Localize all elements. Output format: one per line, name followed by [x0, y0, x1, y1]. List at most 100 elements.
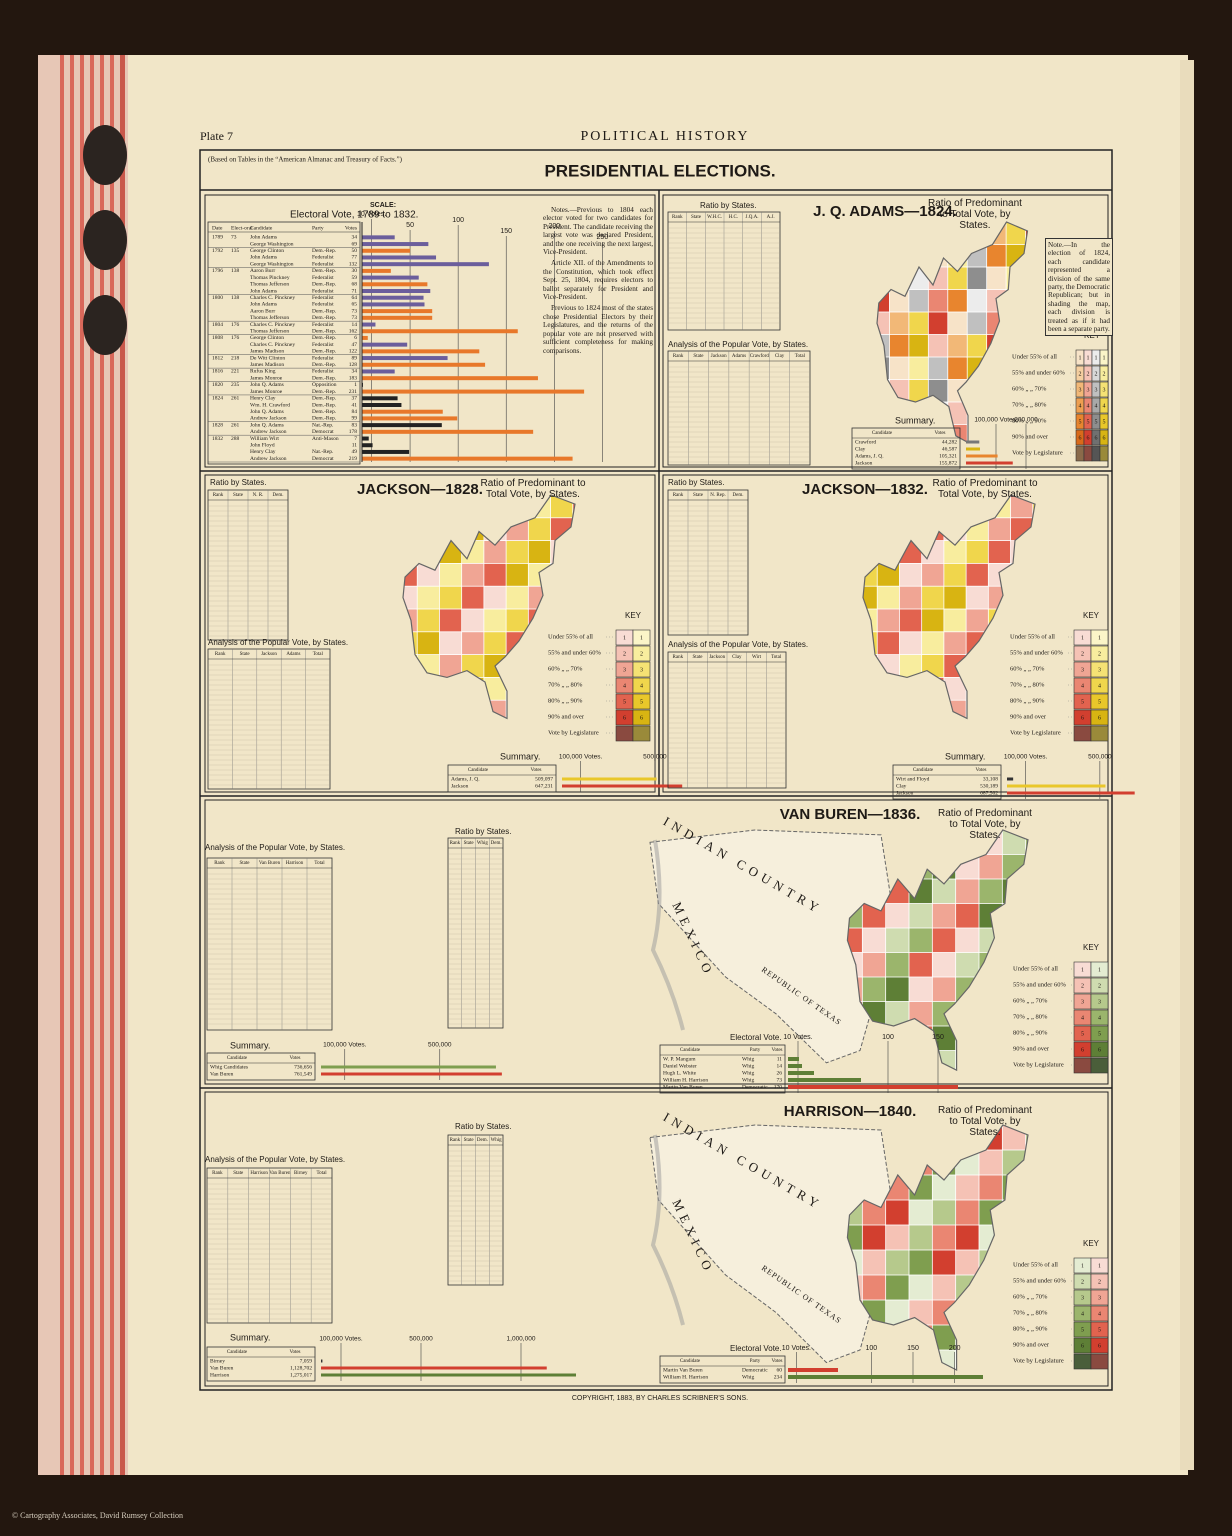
electoral-notes: Notes.—Previous to 1804 each elector vot… [543, 206, 653, 358]
state-region [1025, 1125, 1028, 1151]
state-region [908, 1224, 934, 1251]
key-number: 6 [1081, 715, 1084, 721]
column-header: State [240, 861, 251, 866]
vote-count: 6 [354, 335, 357, 341]
key-swatch [1090, 1321, 1109, 1338]
candidate-name: James Madison [250, 349, 284, 355]
column-header: Clay [775, 354, 785, 359]
election-year: 1824 [212, 396, 223, 402]
state-region [1032, 495, 1035, 519]
section-title: HARRISON—1840. [784, 1103, 917, 1120]
key-swatch [632, 645, 651, 662]
note: Notes.—Previous to 1804 each elector vot… [543, 206, 653, 257]
elector-count: 135 [231, 248, 240, 254]
party-name: Federalist [312, 322, 334, 328]
party-name: Federalist [312, 355, 334, 361]
ratio-title: Ratio by States. [668, 478, 724, 487]
state-region [927, 311, 949, 336]
state-region [461, 563, 485, 588]
key-number: 4 [1087, 403, 1090, 409]
state-region [461, 585, 485, 610]
section-title: VAN BUREN—1836. [780, 806, 921, 823]
key-swatch [1099, 397, 1109, 414]
key-number: 4 [1103, 403, 1106, 409]
vote-count: 65 [352, 302, 358, 308]
key-number: 6 [1095, 435, 1098, 441]
popular-title: Analysis of the Popular Vote, by States. [205, 843, 345, 852]
vote-label: 105,321 [939, 453, 957, 459]
state-region [908, 1249, 934, 1276]
electoral-title: Electoral Vote. [730, 1344, 782, 1353]
vote-count: 60 [777, 1367, 783, 1373]
candidate-name: Andrew Jackson [250, 416, 287, 422]
vote-label: 1,128,702 [290, 1365, 312, 1371]
key-label: 90% and over [1013, 1341, 1050, 1348]
key-number: 3 [623, 667, 626, 673]
state-region [955, 878, 980, 905]
electoral-frame [659, 1044, 786, 1094]
key-label: 80% „ „ 90% [548, 697, 583, 704]
electoral-bar [362, 289, 431, 293]
electoral-bar [362, 248, 411, 253]
ratio-map-title: Ratio of Predominant to Total Vote, by S… [938, 808, 1032, 841]
state-region [908, 311, 930, 336]
state-region [505, 585, 530, 610]
key-label: Under 55% of all [1013, 965, 1058, 972]
vote-label: 530,189 [980, 783, 998, 789]
column-header: Crawford [750, 354, 770, 359]
key-number: 6 [1081, 1047, 1084, 1053]
state-region [416, 585, 441, 610]
electoral-bar [362, 423, 442, 428]
vote-count: 219 [349, 456, 358, 462]
key-number: 6 [1081, 1343, 1084, 1349]
key-swatch [1090, 1273, 1109, 1290]
electoral-table-title: Electoral Vote, 1789 to 1832. [290, 210, 418, 221]
key-label: 80% „ „ 90% [1010, 697, 1045, 704]
key-number: 1 [1098, 635, 1101, 641]
tick-label: 200 [548, 223, 560, 230]
ratio-map-title: Ratio of Predominant to Total Vote, by S… [932, 478, 1038, 500]
ratio-map-title: Ratio of Predominant to Total Vote, by S… [938, 1105, 1032, 1138]
state-region [927, 289, 949, 313]
state-region [439, 585, 463, 610]
vote-label: 7,059 [300, 1358, 313, 1364]
key-label: 60% „ „ 70% [1010, 665, 1045, 672]
candidate-name: George Washington [250, 241, 294, 247]
state-region [889, 356, 910, 381]
state-region [931, 1249, 957, 1276]
tick-label: 150 [500, 228, 512, 235]
state-region [885, 1199, 910, 1226]
column-header: Rank [673, 655, 684, 660]
key-number: 5 [1098, 1327, 1101, 1333]
state-region [947, 334, 969, 358]
elector-count: 73 [231, 235, 237, 241]
party-name: Dem.-Rep. [312, 349, 337, 355]
vote-label: 687,502 [980, 790, 998, 796]
vote-count: 170 [774, 1084, 783, 1090]
summary-bar [321, 1373, 577, 1377]
party-name: Dem.-Rep. [312, 329, 337, 335]
party-name: Federalist [312, 255, 334, 261]
summary-title: Summary. [895, 415, 935, 425]
candidate-name: Van Buren [210, 1365, 234, 1371]
key-label: 70% „ „ 80% [1013, 1309, 1048, 1316]
electoral-title: Electoral Vote. [730, 1033, 782, 1042]
key-number: 2 [1081, 651, 1084, 657]
ratio-map-title: Ratio of Predominant to Total Vote, by S… [480, 478, 586, 500]
key-number: 3 [640, 667, 643, 673]
state-region [965, 585, 990, 610]
state-region [931, 927, 957, 954]
ratio-title: Ratio by States. [455, 827, 511, 836]
key-number: 1 [1098, 967, 1101, 973]
key-number: 6 [1098, 1343, 1101, 1349]
state-region [955, 1199, 980, 1226]
state-region [439, 608, 463, 633]
column-header: Date [212, 225, 223, 231]
vote-label: 647,231 [535, 783, 553, 789]
election-year: 1796 [212, 268, 223, 274]
key-swatch [1090, 993, 1109, 1010]
state-region [927, 334, 949, 358]
party-name: Federalist [312, 342, 334, 348]
key-label: Under 55% of all [1010, 633, 1055, 640]
